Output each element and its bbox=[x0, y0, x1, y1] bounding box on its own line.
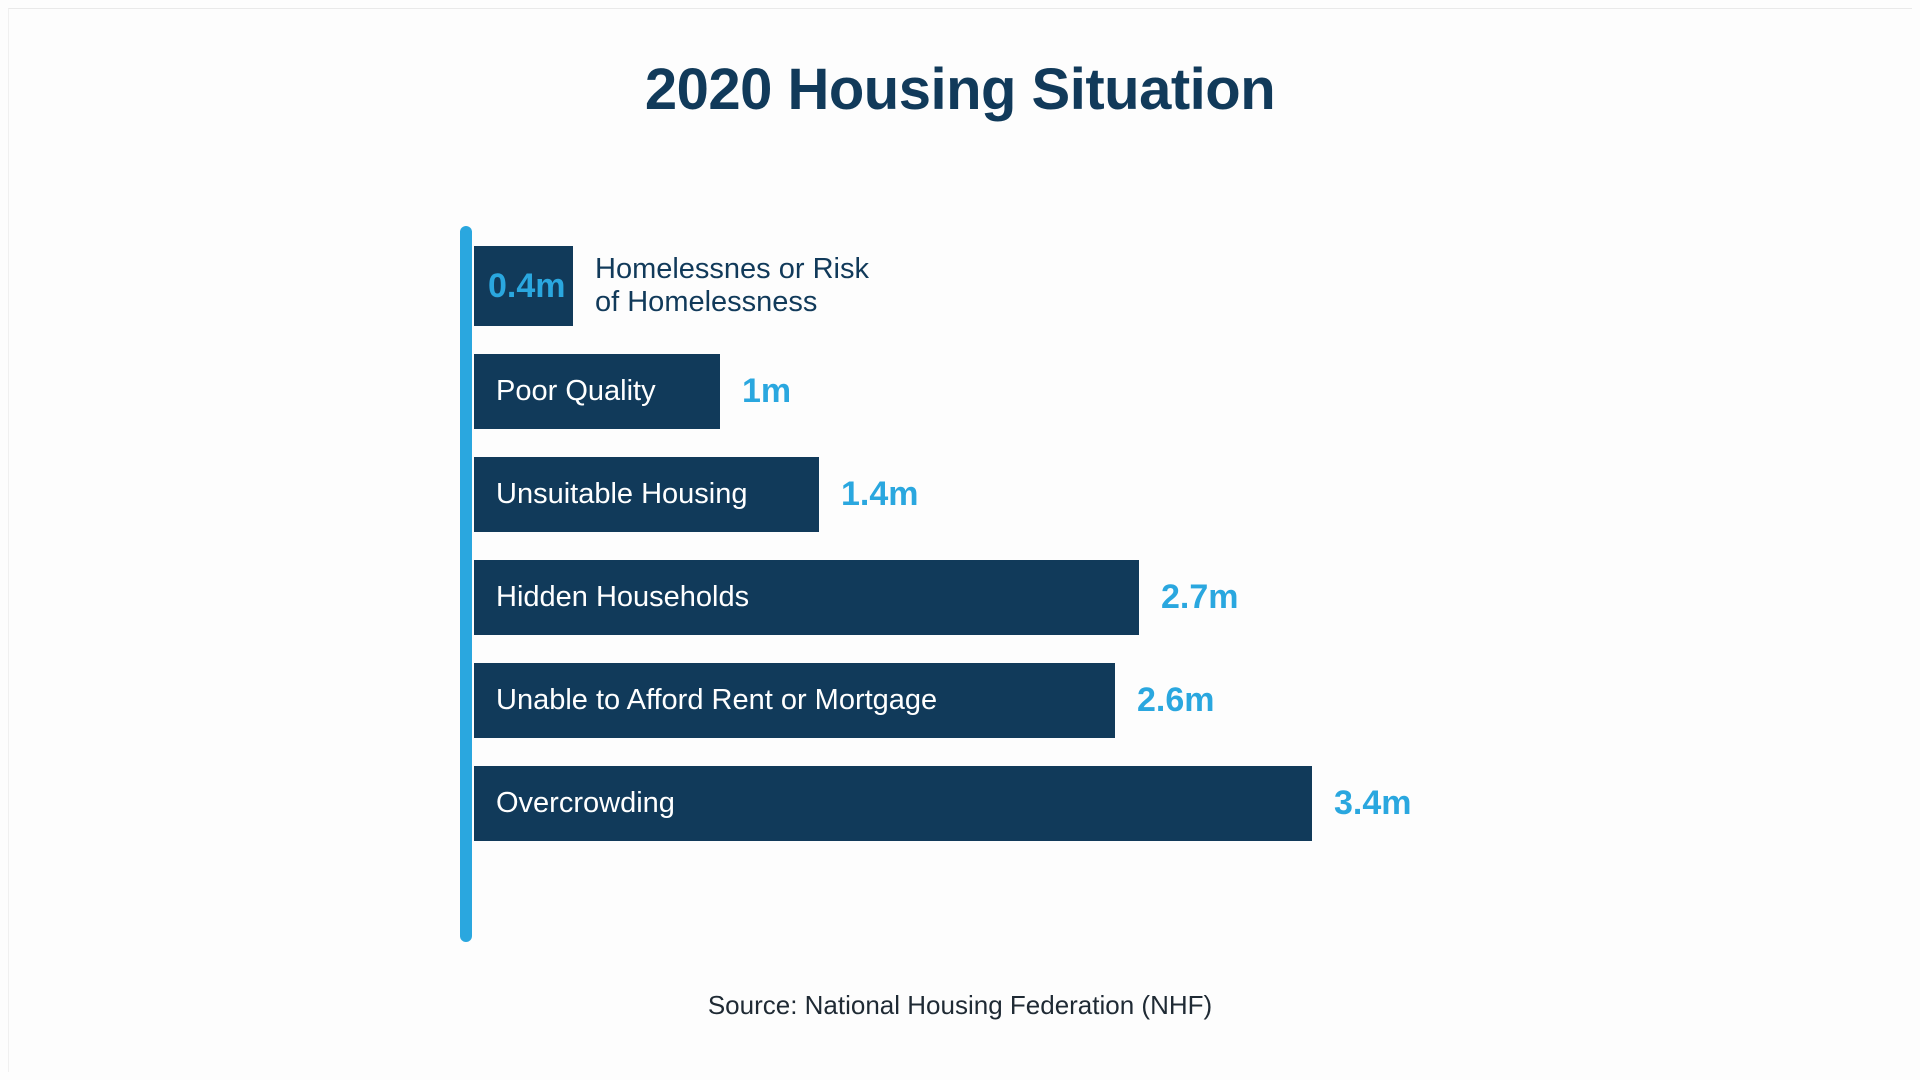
bar-label: Hidden Households bbox=[496, 581, 749, 614]
bar: 0.4m bbox=[474, 246, 573, 326]
bars-container: 0.4m Homelessnes or Riskof Homelessness Po… bbox=[474, 246, 1412, 841]
bar-row: Unable to Afford Rent or Mortgage 2.6m bbox=[474, 663, 1412, 738]
y-axis-line bbox=[460, 226, 472, 942]
bar: Overcrowding bbox=[474, 766, 1312, 841]
bar-label: Unsuitable Housing bbox=[496, 478, 747, 511]
source-caption: Source: National Housing Federation (NHF… bbox=[0, 990, 1920, 1021]
bar: Poor Quality bbox=[474, 354, 720, 429]
bar-value: 1.4m bbox=[841, 475, 919, 514]
bar-row: 0.4m Homelessnes or Riskof Homelessness bbox=[474, 246, 1412, 326]
bar-row: Unsuitable Housing 1.4m bbox=[474, 457, 1412, 532]
chart-title: 2020 Housing Situation bbox=[0, 56, 1920, 123]
bar-value: 1m bbox=[742, 372, 791, 411]
bar-label: Homelessnes or Riskof Homelessness bbox=[595, 253, 869, 320]
bar-value: 2.6m bbox=[1137, 681, 1215, 720]
bar-label: Unable to Afford Rent or Mortgage bbox=[496, 684, 937, 717]
bar: Unable to Afford Rent or Mortgage bbox=[474, 663, 1115, 738]
bar-label: Overcrowding bbox=[496, 787, 675, 820]
bar-value: 3.4m bbox=[1334, 784, 1412, 823]
bar-row: Poor Quality 1m bbox=[474, 354, 1412, 429]
bar: Hidden Households bbox=[474, 560, 1139, 635]
bar: Unsuitable Housing bbox=[474, 457, 819, 532]
bar-row: Hidden Households 2.7m bbox=[474, 560, 1412, 635]
bar-row: Overcrowding 3.4m bbox=[474, 766, 1412, 841]
bar-value: 2.7m bbox=[1161, 578, 1239, 617]
bar-value: 0.4m bbox=[488, 267, 566, 306]
bar-label: Poor Quality bbox=[496, 375, 656, 408]
